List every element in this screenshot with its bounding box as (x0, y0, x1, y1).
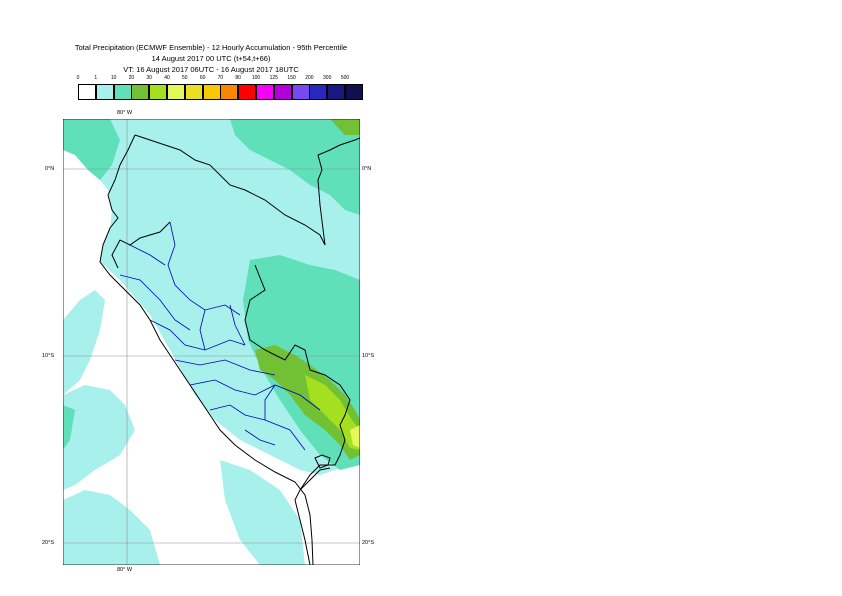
precip-area-light-ocean-2 (63, 385, 135, 490)
legend-color-swatch (184, 84, 203, 100)
precip-area-moderate-north (230, 119, 360, 215)
legend-color-swatch (220, 84, 239, 100)
legend-color-swatch (95, 84, 114, 100)
lat-label-right-10s: 10°S (362, 353, 374, 359)
legend-threshold-label: 30 (146, 75, 152, 81)
legend-threshold-label: 20 (128, 75, 135, 81)
lat-label-right-20s: 20°S (362, 540, 374, 546)
legend-color-swatch (291, 84, 310, 100)
legend-threshold-label: 150 (287, 75, 296, 81)
lon-label-top: 80° W (117, 110, 133, 116)
legend-color-swatch (256, 84, 274, 100)
lake-titicaca (314, 454, 331, 469)
country-boundaries (99, 134, 360, 565)
precip-area-heavy-north (330, 119, 360, 135)
legend-color-swatch (202, 84, 221, 100)
precip-area-moderate-west (63, 119, 120, 180)
legend-threshold-label: 300 (323, 75, 332, 81)
lat-label-left-0: 0°N (45, 166, 55, 172)
border-peru-inland-north (111, 221, 171, 269)
chart-subtitle-valid-time: VT: 16 August 2017 06UTC - 16 August 201… (123, 65, 299, 74)
precip-area-peak (350, 425, 360, 448)
legend-threshold-label: 0 (76, 75, 80, 81)
legend-threshold-label: 70 (217, 75, 224, 81)
coastline (99, 134, 314, 565)
legend-threshold-label: 10 (110, 75, 117, 81)
legend-threshold-label: 100 (251, 75, 261, 81)
border-east (317, 137, 360, 246)
legend-threshold-label: 500 (340, 75, 350, 81)
legend-threshold-label: 50 (182, 75, 188, 81)
legend-color-swatch (327, 84, 346, 100)
regional-boundaries (119, 221, 321, 451)
legend-color-swatch (167, 84, 185, 100)
precip-area-moderate-ocean (63, 405, 75, 450)
legend-color-swatch (273, 84, 292, 100)
legend-threshold-label: 80 (235, 75, 241, 81)
precip-area-light-ocean-3 (63, 490, 160, 565)
legend-color-swatch (309, 84, 328, 100)
chart-subtitle-run: 14 August 2017 00 UTC (t+54,t+66) (151, 54, 271, 63)
precip-area-light-ocean-4 (220, 460, 305, 565)
lon-label-bottom: 80° W (117, 567, 133, 573)
legend-threshold-label: 200 (305, 75, 314, 81)
legend-threshold-label: 60 (199, 75, 206, 81)
legend-color-swatch (238, 84, 257, 100)
lat-label-right-0: 0°N (362, 166, 372, 172)
precip-area-heavier (305, 375, 360, 450)
border-north (134, 134, 326, 246)
legend-threshold-label: 125 (269, 75, 278, 81)
legend-color-swatch (78, 84, 96, 100)
lat-label-left-10s: 10°S (42, 353, 54, 359)
precip-area-light-ocean-1 (63, 290, 105, 395)
legend-color-swatch (149, 84, 168, 100)
legend-color-swatch (113, 84, 132, 100)
legend-color-swatch (345, 84, 363, 100)
border-south (299, 467, 331, 491)
legend-threshold-label: 1 (94, 75, 98, 81)
lat-label-left-20s: 20°S (42, 540, 54, 546)
legend-threshold-label: 40 (164, 75, 170, 81)
precip-area-heavy (255, 345, 360, 460)
legend-color-swatch (131, 84, 150, 100)
chart-title: Total Precipitation (ECMWF Ensemble) - 1… (74, 43, 348, 52)
